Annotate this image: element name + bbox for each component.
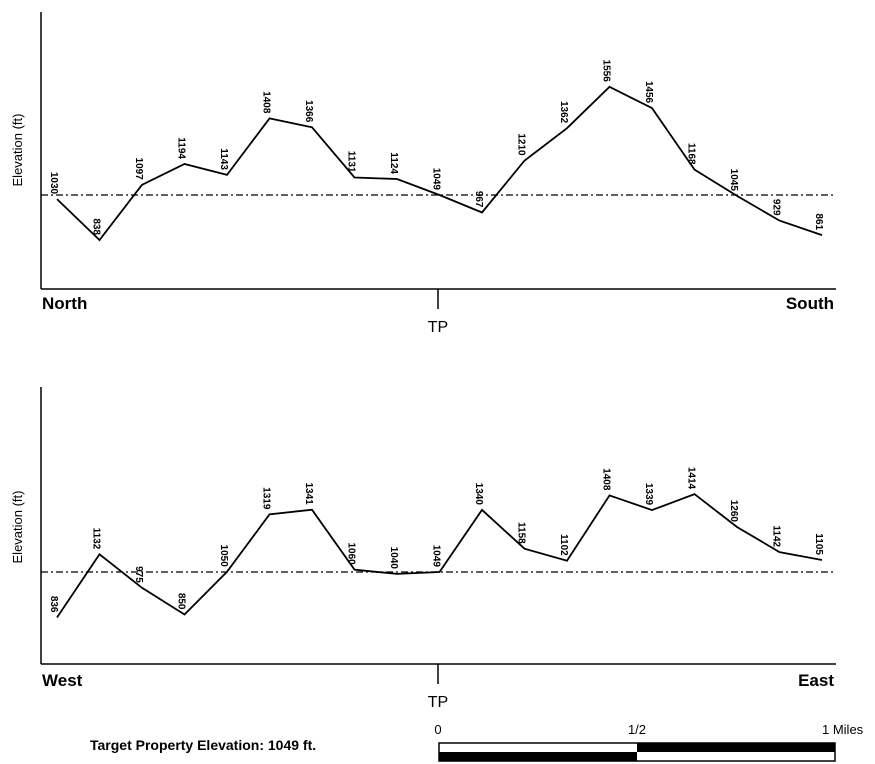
ns-value-label-0: 1030 [48, 172, 59, 195]
we-tp-label: TP [428, 694, 448, 711]
ns-value-label-15: 1168 [686, 143, 697, 165]
ns-value-label-3: 1194 [176, 137, 187, 159]
we-value-label-3: 850 [176, 593, 187, 610]
we-value-label-14: 1339 [643, 483, 654, 506]
we-value-label-0: 836 [48, 596, 59, 613]
ns-value-label-2: 1097 [133, 158, 144, 181]
we-value-label-16: 1260 [728, 500, 739, 523]
we-value-label-8: 1040 [388, 547, 399, 570]
ns-tp-label: TP [428, 319, 448, 336]
ns-value-label-10: 967 [473, 191, 484, 208]
we-right-direction-label: East [798, 671, 834, 690]
we-value-label-1: 1132 [91, 528, 102, 550]
we-value-label-11: 1158 [516, 522, 527, 544]
we-value-label-2: 975 [133, 566, 144, 583]
we-value-label-15: 1414 [686, 467, 697, 490]
west-east-profile-chart: Elevation (ft) 836 1132 975 850 1050 1319 1341… [10, 387, 836, 711]
ns-elevation-profile-line [56, 85, 823, 242]
scale-bar-segment-top-right [637, 743, 835, 752]
ns-value-label-1: 838 [91, 218, 102, 235]
ns-value-label-9: 1049 [431, 168, 442, 191]
scale-bar-segment-bottom-left [439, 752, 637, 761]
we-value-label-5: 1319 [260, 487, 271, 510]
ns-y-axis-label: Elevation (ft) [10, 114, 25, 187]
scale-label-half: 1/2 [628, 722, 646, 737]
we-value-label-10: 1340 [473, 483, 484, 506]
ns-value-label-16: 1045 [728, 169, 739, 192]
ns-value-label-18: 861 [813, 213, 824, 230]
ns-value-label-13: 1556 [601, 60, 612, 83]
we-value-label-18: 1105 [813, 533, 824, 555]
we-value-label-13: 1408 [601, 468, 612, 491]
scale-label-zero: 0 [434, 722, 441, 737]
ns-left-direction-label: North [42, 294, 87, 313]
ns-value-label-12: 1362 [558, 101, 569, 124]
ns-value-label-4: 1143 [218, 148, 229, 170]
scale-bar: 0 1/2 1 Miles [434, 722, 864, 762]
we-y-axis-label: Elevation (ft) [10, 491, 25, 564]
ns-value-label-6: 1366 [303, 100, 314, 123]
we-elevation-profile-line [56, 493, 823, 619]
ns-value-labels: 1030 838 1097 1194 1143 1408 1366 1131 1124 1049 9… [48, 60, 824, 236]
ns-value-label-17: 929 [771, 199, 782, 216]
ns-value-label-11: 1210 [516, 133, 527, 156]
we-value-label-12: 1102 [558, 534, 569, 556]
we-value-label-6: 1341 [303, 482, 314, 505]
ns-value-label-8: 1124 [388, 152, 399, 174]
north-south-profile-chart: Elevation (ft) 1030 838 1097 1194 1143 1408 13… [10, 12, 836, 336]
we-value-label-4: 1050 [218, 545, 229, 568]
we-value-label-9: 1049 [431, 545, 442, 568]
ns-value-label-7: 1131 [346, 151, 357, 173]
scale-label-one-mile: 1 Miles [822, 722, 864, 737]
ns-value-label-14: 1456 [643, 81, 654, 104]
ns-value-label-5: 1408 [261, 91, 272, 114]
ns-right-direction-label: South [786, 294, 834, 313]
we-value-labels: 836 1132 975 850 1050 1319 1341 1060 1040 1049 134… [48, 467, 824, 613]
we-value-label-7: 1060 [346, 542, 357, 565]
we-left-direction-label: West [42, 671, 83, 690]
we-value-label-17: 1142 [771, 525, 782, 547]
target-property-elevation-text: Target Property Elevation: 1049 ft. [90, 737, 316, 753]
